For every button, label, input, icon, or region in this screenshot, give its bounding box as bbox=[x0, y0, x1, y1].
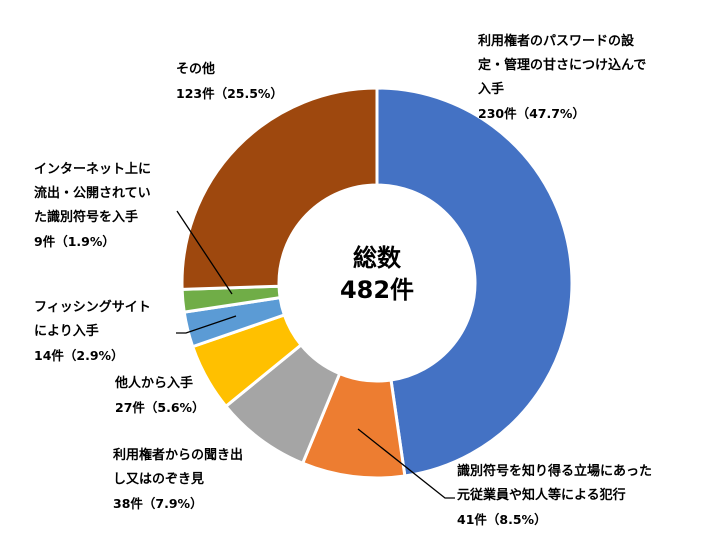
label-password-value: 230件（47.7%） bbox=[478, 106, 585, 121]
label-others-obtained: 他人から入手 27件（5.6%） bbox=[115, 372, 205, 420]
label-internet-line3: た識別符号を入手 bbox=[34, 210, 139, 225]
label-insider: 識別符号を知り得る立場にあった 元従業員や知人等による犯行 41件（8.5%） bbox=[457, 460, 652, 532]
donut-slices bbox=[180, 86, 574, 480]
label-internet-line2: 流出・公開されてい bbox=[34, 186, 151, 201]
label-peek-line1: 利用権者からの聞き出 bbox=[113, 448, 244, 463]
leader-lines bbox=[176, 210, 455, 499]
slice-password bbox=[375, 86, 574, 478]
leader-line-internet bbox=[176, 210, 233, 295]
label-others-obtained-value: 27件（5.6%） bbox=[115, 400, 205, 415]
label-insider-line1: 識別符号を知り得る立場にあった bbox=[457, 464, 653, 479]
center-label-total: 482件 bbox=[339, 276, 415, 304]
label-others-obtained-line1: 他人から入手 bbox=[115, 376, 194, 391]
label-peek: 利用権者からの聞き出 し又はのぞき見 38件（7.9%） bbox=[113, 444, 243, 516]
leader-line-phishing bbox=[176, 315, 237, 334]
label-password-line1: 利用権者のパスワードの設 bbox=[478, 34, 635, 49]
label-phishing-line1: フィッシングサイト bbox=[34, 300, 151, 315]
label-internet: インターネット上に 流出・公開されてい た識別符号を入手 9件（1.9%） bbox=[34, 158, 151, 254]
label-phishing: フィッシングサイト により入手 14件（2.9%） bbox=[34, 296, 151, 368]
label-password: 利用権者のパスワードの設 定・管理の甘さにつけ込んで 入手 230件（47.7%… bbox=[478, 30, 646, 126]
label-password-line3: 入手 bbox=[478, 82, 505, 97]
center-label: 総数 482件 bbox=[327, 242, 427, 306]
label-internet-value: 9件（1.9%） bbox=[34, 234, 115, 249]
label-other: その他 123件（25.5%） bbox=[176, 58, 283, 106]
label-insider-value: 41件（8.5%） bbox=[457, 512, 547, 527]
label-phishing-value: 14件（2.9%） bbox=[34, 348, 124, 363]
label-phishing-line2: により入手 bbox=[34, 324, 99, 339]
leader-line-insider bbox=[357, 428, 455, 499]
label-internet-line1: インターネット上に bbox=[34, 162, 152, 177]
label-peek-value: 38件（7.9%） bbox=[113, 496, 203, 511]
slice-other bbox=[180, 86, 379, 291]
label-password-line2: 定・管理の甘さにつけ込んで bbox=[478, 58, 647, 73]
label-other-line1: その他 bbox=[176, 62, 216, 77]
label-peek-line2: し又はのぞき見 bbox=[113, 472, 205, 487]
label-insider-line2: 元従業員や知人等による犯行 bbox=[457, 488, 626, 503]
label-other-value: 123件（25.5%） bbox=[176, 86, 283, 101]
center-label-title: 総数 bbox=[353, 244, 401, 272]
